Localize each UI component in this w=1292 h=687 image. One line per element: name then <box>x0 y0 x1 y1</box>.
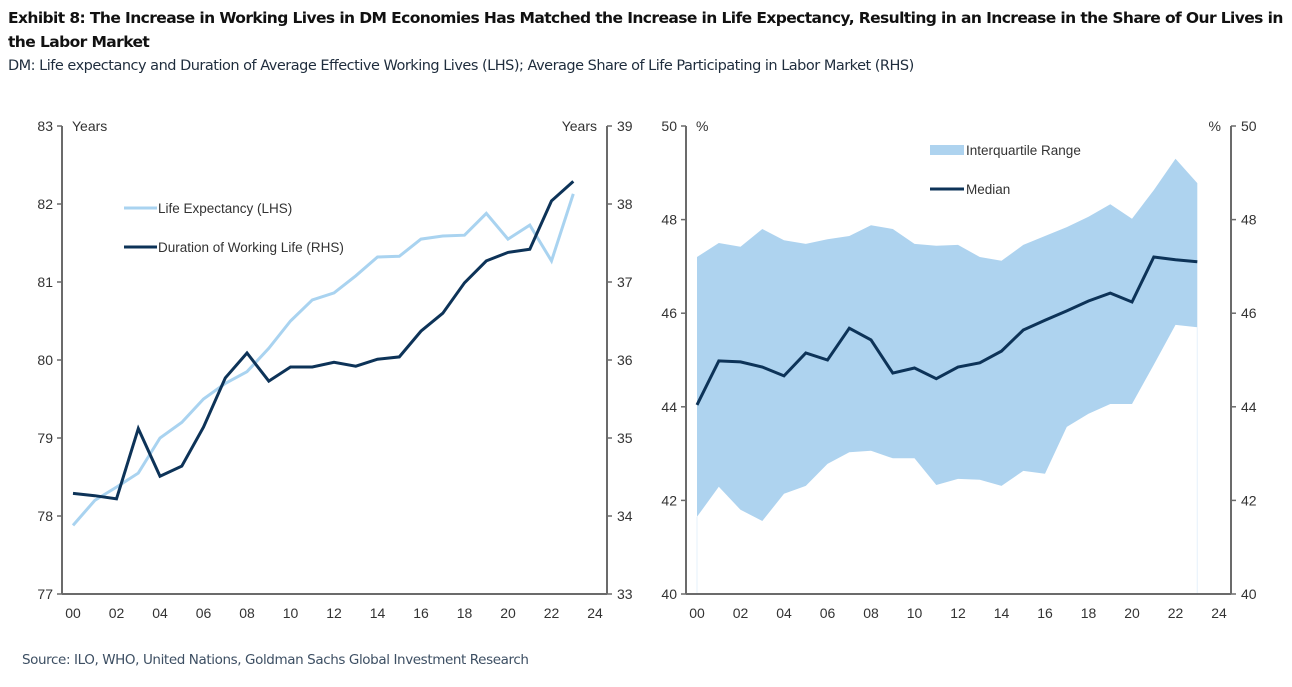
left-axis-unit-label: Years <box>72 118 107 134</box>
left-y-tick-label: 42 <box>661 492 677 508</box>
x-tick-label: 22 <box>1168 605 1184 621</box>
x-tick-label: 16 <box>413 605 429 621</box>
left-y-tick-label: 81 <box>37 274 53 290</box>
life-expectancy-chart: 77 78 79 80 81 82 83 33 34 35 36 37 38 39 00 02 04 06 08 10… <box>37 118 632 621</box>
source-note: Source: ILO, WHO, United Nations, Goldma… <box>22 652 529 668</box>
right-y-tick-label: 46 <box>1241 305 1257 321</box>
median-line <box>695 255 1198 406</box>
legend-label-interquartile-range: Interquartile Range <box>966 143 1081 158</box>
x-tick-label: 06 <box>820 605 836 621</box>
x-tick-label: 12 <box>950 605 966 621</box>
x-tick-label: 08 <box>239 605 255 621</box>
left-y-tick-label: 79 <box>37 430 53 446</box>
x-tick-label: 02 <box>109 605 125 621</box>
right-y-tick-label: 44 <box>1241 399 1257 415</box>
right-y-tick-label: 38 <box>617 196 633 212</box>
x-tick-label: 08 <box>863 605 879 621</box>
x-tick-label: 10 <box>907 605 923 621</box>
interquartile-band-group <box>696 158 1198 595</box>
exhibit-title: Exhibit 8: The Increase in Working Lives… <box>8 9 1283 51</box>
left-y-tick-label: 78 <box>37 508 53 524</box>
x-tick-label: 06 <box>196 605 212 621</box>
left-y-tick-label: 46 <box>661 305 677 321</box>
right-y-tick-label: 39 <box>617 118 633 134</box>
right-y-tick-label: 34 <box>617 508 633 524</box>
right-axis-unit-label: % <box>1209 118 1221 134</box>
x-tick-label: 00 <box>65 605 81 621</box>
x-tick-label: 18 <box>457 605 473 621</box>
right-y-tick-label: 35 <box>617 430 633 446</box>
working-life-line <box>72 180 575 501</box>
labor-share-chart: 40 42 44 46 48 50 40 42 44 46 48 50 00 02 04 06 08 10 12 14… <box>661 118 1256 621</box>
x-tick-label: 04 <box>776 605 792 621</box>
legend-label-life-expectancy: Life Expectancy (LHS) <box>158 201 292 216</box>
legend-label-median: Median <box>966 182 1010 197</box>
x-tick-label: 20 <box>500 605 516 621</box>
right-y-tick-label: 42 <box>1241 492 1257 508</box>
chart1-legend: Life Expectancy (LHS) Duration of Working… <box>124 201 344 255</box>
right-y-tick-label: 40 <box>1241 586 1257 602</box>
right-y-tick-label: 33 <box>617 586 633 602</box>
left-axis-unit-label: % <box>696 118 708 134</box>
x-tick-label: 20 <box>1124 605 1140 621</box>
right-y-tick-label: 37 <box>617 274 633 290</box>
chart2-legend: Interquartile Range Median <box>930 143 1081 197</box>
left-y-tick-label: 50 <box>661 118 677 134</box>
x-tick-label: 02 <box>733 605 749 621</box>
left-y-tick-label: 80 <box>37 352 53 368</box>
left-y-tick-label: 40 <box>661 586 677 602</box>
x-tick-label: 14 <box>370 605 386 621</box>
left-y-tick-label: 48 <box>661 212 677 228</box>
x-tick-label: 00 <box>689 605 705 621</box>
x-tick-label: 24 <box>587 605 603 621</box>
exhibit-subtitle: DM: Life expectancy and Duration of Aver… <box>8 58 914 74</box>
x-tick-label: 22 <box>544 605 560 621</box>
x-tick-label: 14 <box>994 605 1010 621</box>
left-y-tick-label: 82 <box>37 196 53 212</box>
left-y-tick-label: 83 <box>37 118 53 134</box>
x-tick-label: 16 <box>1037 605 1053 621</box>
legend-swatch-interquartile-range <box>930 145 964 155</box>
right-y-tick-label: 48 <box>1241 212 1257 228</box>
life-expectancy-line <box>71 193 575 527</box>
x-tick-label: 04 <box>152 605 168 621</box>
left-y-tick-label: 44 <box>661 399 677 415</box>
x-tick-label: 12 <box>326 605 342 621</box>
right-axis-unit-label: Years <box>562 118 597 134</box>
x-tick-label: 18 <box>1081 605 1097 621</box>
legend-label-working-life: Duration of Working Life (RHS) <box>158 240 344 255</box>
right-y-tick-label: 36 <box>617 352 633 368</box>
x-tick-label: 24 <box>1211 605 1227 621</box>
left-y-tick-label: 77 <box>37 586 53 602</box>
lower-quartile-mask <box>697 324 1198 594</box>
x-tick-label: 10 <box>283 605 299 621</box>
right-y-tick-label: 50 <box>1241 118 1257 134</box>
